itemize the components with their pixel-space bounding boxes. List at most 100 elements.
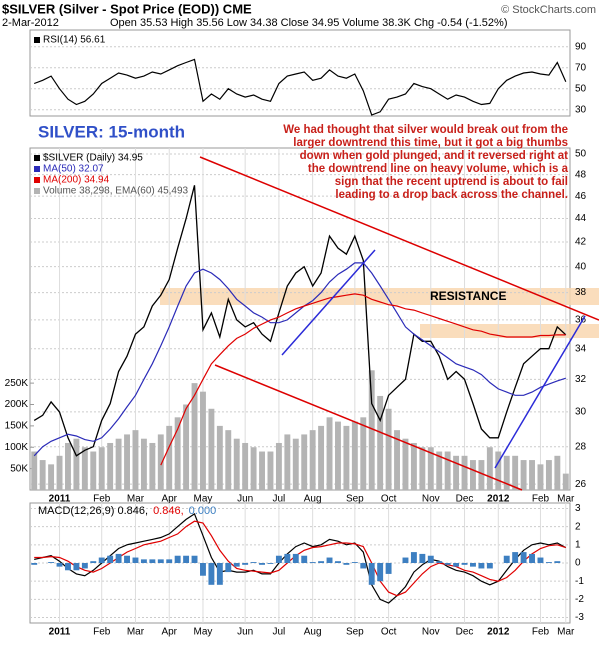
y-tick-label: 3: [575, 503, 581, 514]
bar: [174, 555, 181, 563]
bar: [562, 473, 569, 490]
legend-swatch: [34, 155, 40, 161]
bar: [529, 553, 535, 563]
bar: [191, 383, 198, 490]
bar: [503, 455, 510, 490]
y-tick-label: 44: [575, 213, 587, 224]
bar: [31, 451, 38, 490]
bar: [301, 434, 308, 490]
line: [33, 58, 567, 116]
source: © StockCharts.com: [501, 4, 596, 16]
x-tick-label: 2011: [49, 494, 71, 505]
y-tick-label: 48: [575, 169, 587, 180]
bar: [470, 460, 476, 490]
chart-title: $SILVER (Silver - Spot Price (EOD)) CME: [2, 1, 252, 16]
x-tick-label: Oct: [381, 494, 397, 505]
bar: [351, 562, 358, 563]
bar: [385, 563, 392, 574]
y2-tick-label: 200K: [5, 399, 29, 410]
y-tick-label: 36: [575, 315, 587, 326]
bar: [436, 451, 443, 490]
x-tick-label: Feb: [532, 494, 550, 505]
bar: [360, 417, 367, 490]
x-tick-label: Mar: [127, 494, 145, 505]
bar: [140, 438, 147, 490]
bar: [124, 434, 130, 490]
y-tick-label: 32: [575, 374, 587, 385]
bar: [427, 555, 434, 563]
x-tick-label: Feb: [93, 627, 111, 638]
bar: [410, 552, 417, 563]
bar: [343, 425, 350, 490]
x-tick-label: Dec: [456, 627, 474, 638]
bar: [225, 563, 232, 573]
bar: [545, 562, 552, 563]
x-tick-label: May: [194, 494, 213, 505]
y-tick-label: 38: [575, 287, 587, 298]
y2-tick-label: 250K: [5, 378, 29, 389]
bar: [208, 563, 215, 585]
bar: [318, 561, 325, 563]
y-tick-label: 50: [575, 83, 587, 94]
x-tick-label: Mar: [557, 627, 575, 638]
legend-swatch: [34, 166, 40, 172]
bar: [284, 553, 291, 563]
y-tick-label: -1: [575, 576, 584, 587]
bar: [56, 563, 63, 567]
bar: [537, 557, 544, 563]
bar: [39, 460, 46, 490]
y-tick-label: 2: [575, 521, 581, 532]
bar: [461, 455, 468, 490]
legend-swatch: [34, 37, 40, 43]
bar: [191, 555, 198, 563]
bar: [309, 562, 316, 563]
bar: [65, 442, 71, 490]
bar: [233, 438, 240, 490]
bar: [132, 430, 139, 490]
bar: [292, 553, 299, 563]
bar: [545, 460, 552, 490]
x-tick-label: Nov: [422, 494, 440, 505]
bar: [73, 438, 80, 490]
channel-top: [199, 156, 599, 321]
legend-entry: MACD(12,26,9) 0.846,: [38, 505, 148, 517]
bar: [183, 404, 190, 490]
bar: [554, 455, 561, 490]
y-tick-label: 42: [575, 237, 587, 248]
bar: [107, 555, 114, 563]
bar: [166, 425, 173, 490]
x-tick-label: May: [194, 627, 213, 638]
legend-swatch: [34, 177, 40, 183]
bar: [115, 553, 122, 563]
y-tick-label: 70: [575, 62, 587, 73]
y-tick-label: 28: [575, 441, 587, 452]
bar: [200, 563, 206, 576]
bar: [326, 557, 333, 563]
bar: [402, 438, 409, 490]
x-tick-label: Mar: [127, 627, 145, 638]
y-tick-label: 30: [575, 104, 587, 115]
y-tick-label: 46: [575, 191, 587, 202]
note-line: larger downtrend this time, but it got a…: [293, 137, 568, 149]
bar: [335, 561, 341, 563]
bar: [132, 557, 139, 563]
bar: [292, 438, 299, 490]
x-tick-label: Dec: [456, 494, 474, 505]
y-tick-label: -2: [575, 594, 584, 605]
price-panel: [29, 147, 571, 491]
trendline: [281, 249, 376, 356]
bar: [360, 563, 367, 569]
trendline: [494, 315, 586, 469]
bar: [208, 408, 215, 490]
bar: [81, 447, 88, 490]
legend-entry: 0.846,: [153, 505, 184, 517]
bar: [309, 430, 316, 490]
x-tick-label: Sep: [346, 494, 364, 505]
note-line: sign that the recent uptrend is about to…: [335, 176, 568, 188]
bar: [351, 421, 358, 490]
bar: [149, 442, 156, 490]
line: [34, 520, 566, 597]
channel-bottom: [214, 364, 523, 491]
bar: [427, 447, 434, 490]
